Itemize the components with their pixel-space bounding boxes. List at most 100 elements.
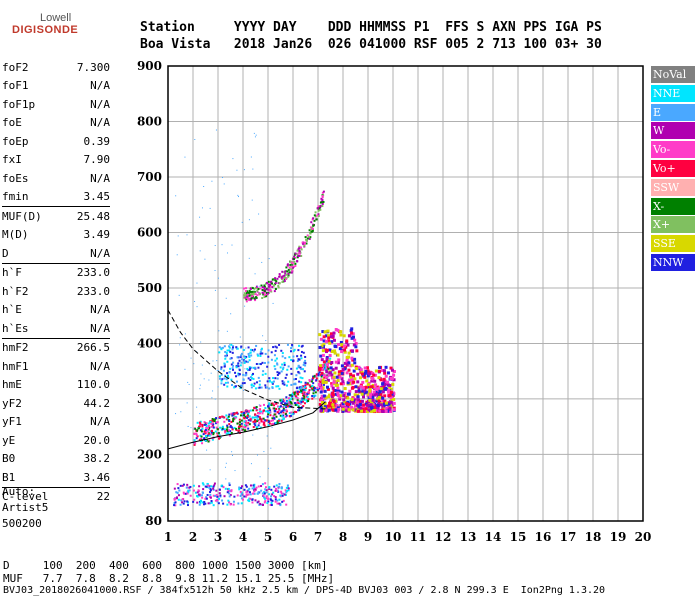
echo-point [246, 415, 249, 418]
echo-point [247, 419, 250, 422]
echo-point [263, 361, 266, 364]
legend-item: W [651, 122, 695, 140]
echo-point [238, 418, 241, 421]
echo-point [242, 428, 245, 431]
echo-point [383, 383, 387, 387]
echo-point [257, 500, 260, 503]
echo-point [212, 423, 215, 426]
echo-point [354, 367, 358, 371]
echo-point [329, 332, 333, 336]
echo-point [263, 422, 266, 425]
echo-point [278, 482, 281, 485]
echo-point [180, 499, 183, 502]
echo-point [274, 359, 277, 362]
echo-point [201, 425, 204, 428]
echo-point [290, 402, 293, 405]
echo-point [276, 362, 279, 365]
echo-point [347, 351, 351, 355]
echo-point [181, 484, 184, 487]
echo-point [290, 347, 293, 350]
echo-point [290, 265, 293, 268]
echo-point [296, 398, 299, 401]
echo-point [228, 349, 231, 352]
echo-point [239, 356, 242, 359]
echo-point [350, 363, 354, 367]
echo-point [317, 374, 320, 377]
echo-point [307, 393, 310, 396]
echo-point [250, 297, 253, 300]
echo-point [240, 345, 243, 348]
echo-point [286, 368, 289, 371]
echo-point [379, 403, 383, 407]
echo-point [310, 221, 313, 224]
echo-point [273, 365, 276, 368]
echo-point [247, 421, 250, 424]
echo-point [235, 366, 238, 369]
echo-point [239, 490, 242, 493]
noise-point [188, 383, 190, 385]
noise-point [244, 368, 246, 370]
echo-point [198, 438, 201, 441]
echo-point [258, 410, 261, 413]
echo-point [240, 493, 243, 496]
echo-point [343, 387, 347, 391]
echo-point [321, 204, 324, 207]
echo-point [361, 386, 365, 390]
echo-point [270, 280, 273, 283]
noise-point [229, 343, 231, 345]
echo-point [320, 197, 323, 200]
echo-point [260, 489, 263, 492]
echo-point [196, 435, 199, 438]
param-value: 44.2 [83, 396, 111, 410]
echo-point [263, 496, 266, 499]
echo-point [252, 366, 255, 369]
echo-point [209, 489, 212, 492]
param-name: yF1 [2, 415, 22, 429]
echo-point [358, 402, 362, 406]
echo-point [361, 395, 365, 399]
echo-point [328, 393, 332, 397]
echo-point [388, 383, 392, 387]
param-value: N/A [90, 321, 110, 335]
auto-artist: Artist5 [2, 501, 49, 514]
echo-point [257, 485, 260, 488]
echo-point [267, 349, 270, 352]
echo-point [245, 300, 248, 303]
echo-point [332, 399, 336, 403]
echo-point [336, 343, 340, 347]
echo-point [322, 394, 326, 398]
echo-point [182, 502, 185, 505]
echo-point [368, 389, 372, 393]
echo-point [337, 370, 341, 374]
echo-point [224, 431, 227, 434]
echo-point [354, 390, 358, 394]
echo-point [293, 253, 296, 256]
echo-point [247, 352, 250, 355]
param-row: foEs N/A [2, 169, 110, 188]
echo-point [331, 368, 335, 372]
echo-point [291, 345, 294, 348]
echo-point [283, 404, 286, 407]
echo-point [304, 381, 307, 384]
echo-point [319, 364, 323, 368]
echo-point [293, 391, 296, 394]
echo-point [252, 292, 255, 295]
echo-point [290, 261, 293, 264]
echo-point [230, 378, 233, 381]
echo-point [271, 381, 274, 384]
echo-point [288, 271, 291, 274]
echo-point [203, 438, 206, 441]
echo-point [226, 491, 229, 494]
echo-point [252, 350, 255, 353]
echo-point [262, 409, 265, 412]
echo-point [302, 405, 305, 408]
echo-point [318, 208, 321, 211]
echo-point [223, 383, 226, 386]
param-value: N/A [90, 246, 110, 260]
echo-point [320, 375, 323, 378]
echo-point [248, 298, 251, 301]
param-value: 3.45 [83, 190, 111, 204]
echo-point [358, 399, 362, 403]
echo-point [269, 495, 272, 498]
echo-point [246, 295, 249, 298]
